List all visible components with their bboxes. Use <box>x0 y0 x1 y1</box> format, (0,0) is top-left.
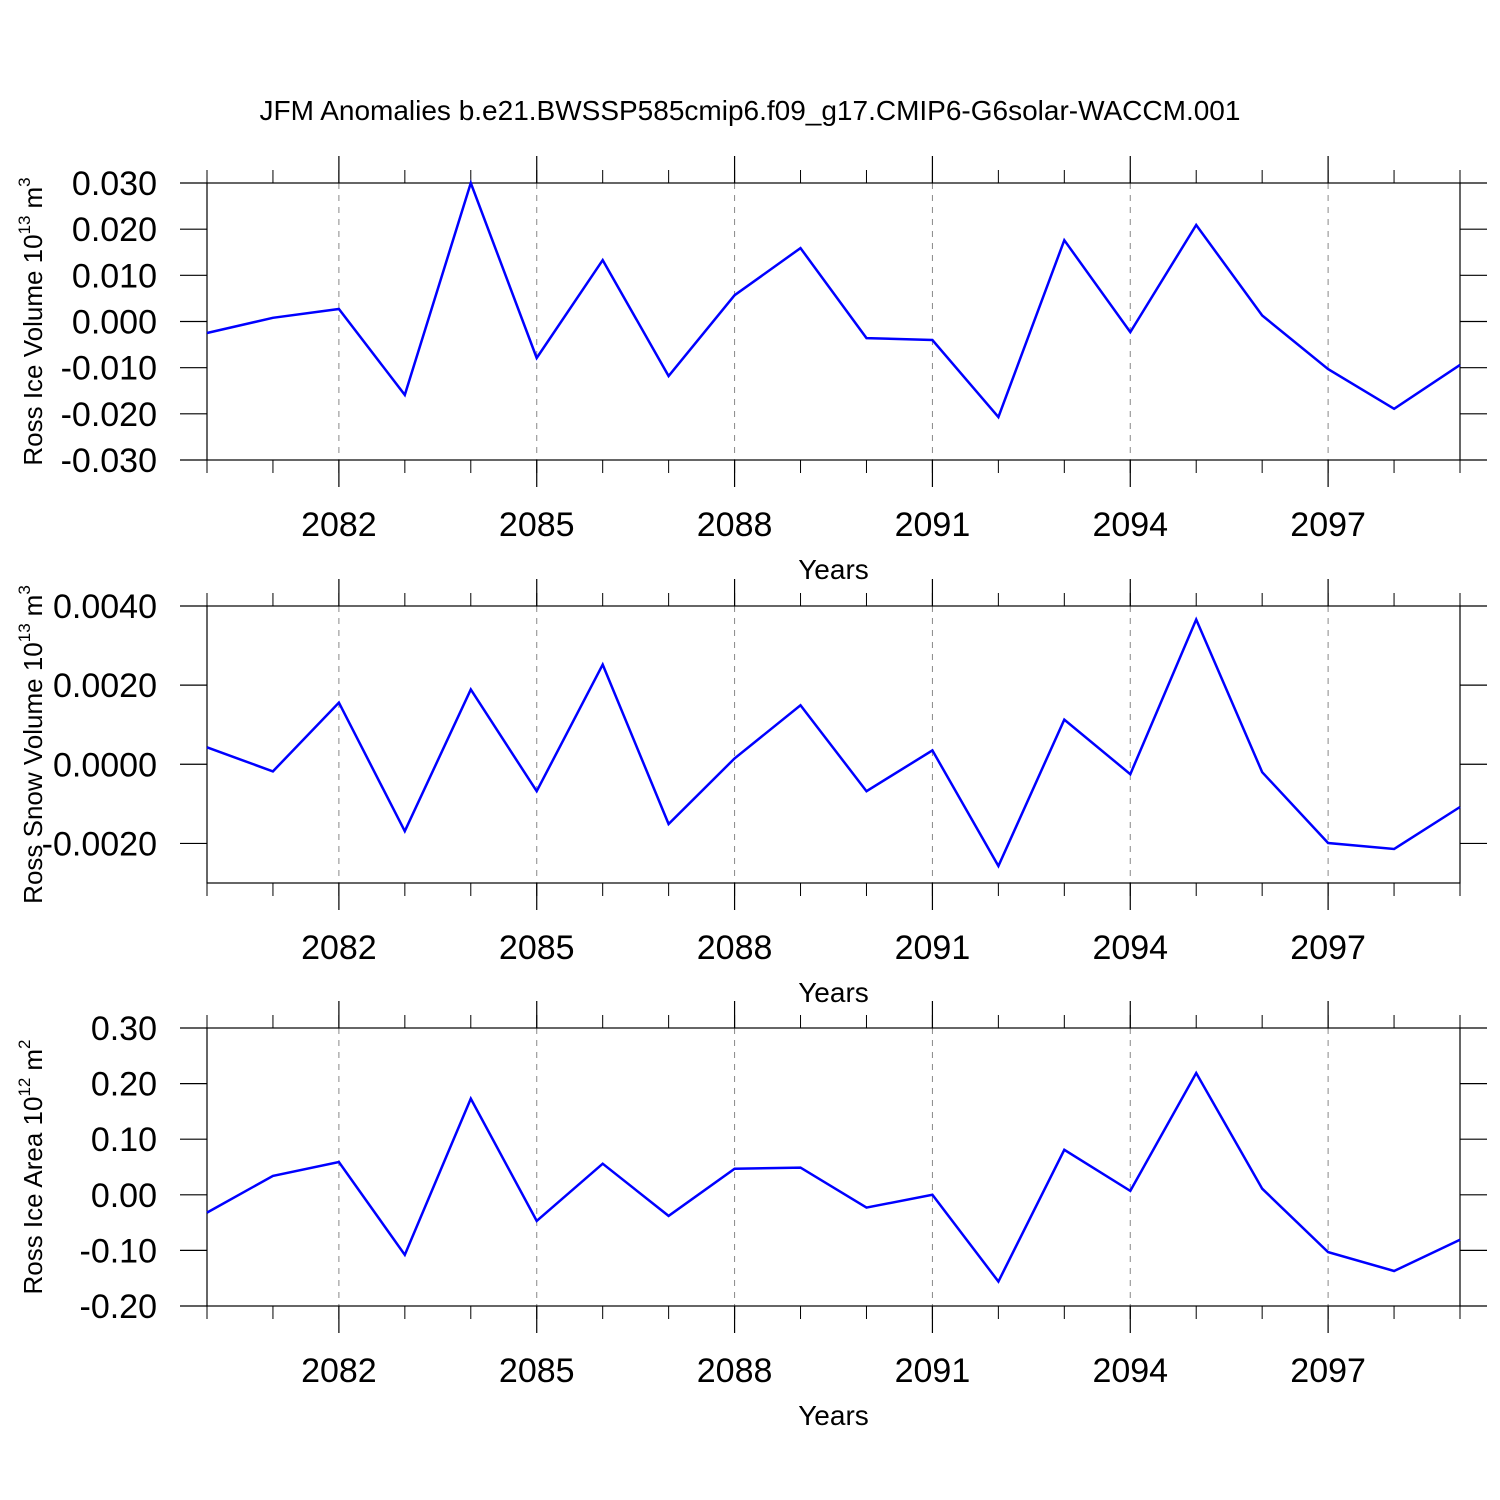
y-axis-label-exponent: 13 <box>15 215 34 234</box>
plot-frame <box>206 182 1461 461</box>
y-axis-label-text: Ross Ice Volume 10 <box>18 234 48 465</box>
y-axis-label-unit: m <box>18 187 48 209</box>
x-tick-label: 2091 <box>895 1352 971 1390</box>
y-tick-label: 0.00 <box>91 1177 157 1215</box>
x-axis-label: Years <box>798 1400 869 1431</box>
x-tick-label: 2094 <box>1092 929 1168 967</box>
plot-frame <box>206 605 1461 884</box>
y-tick-label: 0.0040 <box>53 588 157 626</box>
y-tick-label: -0.0020 <box>42 825 157 863</box>
x-tick-label: 2082 <box>301 506 377 544</box>
y-tick-label: 0.010 <box>72 257 157 295</box>
x-tick-label: 2088 <box>697 929 773 967</box>
x-tick-label: 2085 <box>499 506 575 544</box>
y-axis-label-unit: m <box>18 1049 48 1071</box>
y-axis-label-text: Ross Snow Volume 10 <box>18 642 48 904</box>
x-tick-label: 2082 <box>301 1352 377 1390</box>
y-axis-label-exponent: 2 <box>15 1039 34 1048</box>
y-axis-label: Ross Ice Volume 1013 m3 <box>15 177 48 465</box>
y-axis-label-exponent: 13 <box>15 623 34 642</box>
x-tick-label: 2094 <box>1092 506 1168 544</box>
y-axis-label-exponent: 12 <box>15 1078 34 1097</box>
y-tick-label: -0.20 <box>80 1288 158 1326</box>
chart-title: JFM Anomalies b.e21.BWSSP585cmip6.f09_g1… <box>260 95 1241 126</box>
x-tick-label: 2091 <box>895 506 971 544</box>
x-tick-label: 2097 <box>1290 929 1366 967</box>
y-axis-label-exponent: 3 <box>15 585 34 594</box>
x-tick-label: 2085 <box>499 929 575 967</box>
y-tick-label: -0.030 <box>61 442 157 480</box>
y-tick-label: -0.020 <box>61 396 157 434</box>
y-axis-label-unit: m <box>18 595 48 617</box>
x-tick-label: 2091 <box>895 929 971 967</box>
x-tick-label: 2088 <box>697 1352 773 1390</box>
y-axis-label-text: Ross Ice Area 10 <box>18 1097 48 1295</box>
data-line <box>206 179 1461 420</box>
y-axis-label: Ross Snow Volume 1013 m3 <box>15 585 48 904</box>
x-tick-label: 2088 <box>697 506 773 544</box>
x-tick-label: 2094 <box>1092 1352 1168 1390</box>
x-tick-label: 2085 <box>499 1352 575 1390</box>
y-axis-label: Ross Ice Area 1012 m2 <box>15 1039 48 1294</box>
y-tick-label: -0.010 <box>61 350 157 388</box>
x-tick-label: 2097 <box>1290 506 1366 544</box>
y-tick-label: 0.30 <box>91 1010 157 1048</box>
x-tick-label: 2082 <box>301 929 377 967</box>
y-tick-label: 0.0020 <box>53 667 157 705</box>
x-axis-label: Years <box>798 977 869 1008</box>
x-tick-label: 2097 <box>1290 1352 1366 1390</box>
y-tick-label: 0.0000 <box>53 746 157 784</box>
y-tick-label: 0.000 <box>72 304 157 342</box>
y-axis-label-exponent: 3 <box>15 177 34 186</box>
y-tick-label: 0.20 <box>91 1066 157 1104</box>
y-tick-label: 0.030 <box>72 165 157 203</box>
y-tick-label: 0.020 <box>72 211 157 249</box>
y-tick-label: 0.10 <box>91 1121 157 1159</box>
plot-frame <box>206 1027 1461 1307</box>
y-tick-label: -0.10 <box>80 1232 158 1270</box>
data-line <box>206 616 1461 869</box>
data-line <box>206 1070 1461 1284</box>
x-axis-label: Years <box>798 554 869 585</box>
